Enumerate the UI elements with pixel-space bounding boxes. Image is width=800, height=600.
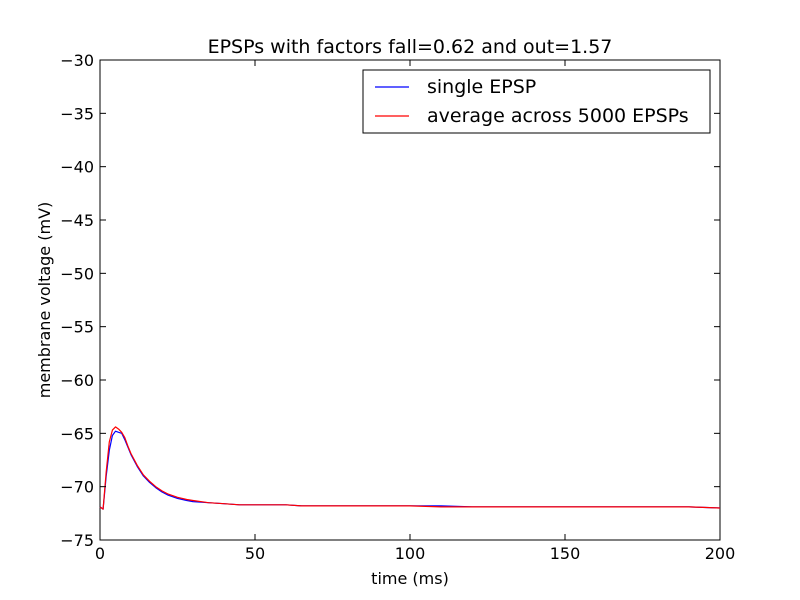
y-axis-label: membrane voltage (mV) <box>35 202 54 399</box>
ticks-layer: 0 50 100 150 200 −75 −70 −65 −60 −55 −50 −45 −40 −35 −… <box>60 51 735 563</box>
y-tick-label: −45 <box>60 211 94 230</box>
x-tick-label: 0 <box>95 544 105 563</box>
chart-title: EPSPs with factors fall=0.62 and out=1.5… <box>208 36 613 58</box>
x-tick-label: 50 <box>245 544 265 563</box>
y-tick-label: −70 <box>60 478 94 497</box>
plot-frame <box>99 59 721 541</box>
series-line-average-epsp <box>99 426 721 510</box>
plot-area: 0 50 100 150 200 −75 −70 −65 −60 −55 −50 −45 −40 −35 −… <box>60 51 735 563</box>
legend-box <box>362 69 711 134</box>
x-tick-label: 150 <box>550 544 581 563</box>
series-layer <box>99 426 721 510</box>
y-tick-label: −50 <box>60 264 94 283</box>
y-tick-label: −30 <box>60 51 94 70</box>
y-tick-label: −55 <box>60 318 94 337</box>
y-tick-label: −35 <box>60 104 94 123</box>
x-axis-label: time (ms) <box>371 569 449 588</box>
y-tick-label: −40 <box>60 158 94 177</box>
y-tick-label: −60 <box>60 371 94 390</box>
y-tick-label: −65 <box>60 424 94 443</box>
x-tick-label: 100 <box>395 544 426 563</box>
x-tick-label: 200 <box>705 544 736 563</box>
legend: single EPSP average across 5000 EPSPs <box>362 69 711 134</box>
legend-label-single-epsp: single EPSP <box>427 76 536 98</box>
legend-label-average: average across 5000 EPSPs <box>427 105 689 127</box>
y-tick-label: −75 <box>60 531 94 550</box>
